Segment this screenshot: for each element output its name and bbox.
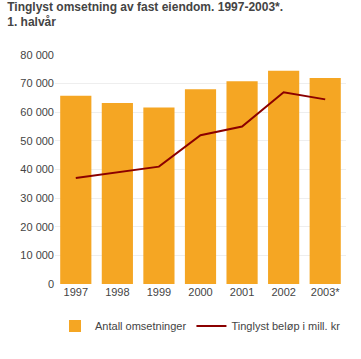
- svg-text:70 000: 70 000: [20, 77, 54, 89]
- svg-text:20 000: 20 000: [20, 221, 54, 233]
- svg-text:1999: 1999: [147, 286, 171, 298]
- svg-text:1997: 1997: [64, 286, 88, 298]
- svg-text:Tinglyst omsetning av fast eie: Tinglyst omsetning av fast eiendom. 1997…: [7, 0, 283, 29]
- svg-text:Tinglyst beløp i mill. kr: Tinglyst beløp i mill. kr: [231, 320, 340, 332]
- svg-text:60 000: 60 000: [20, 106, 54, 118]
- svg-text:2003*: 2003*: [311, 286, 340, 298]
- svg-text:40 000: 40 000: [20, 163, 54, 175]
- svg-text:10 000: 10 000: [20, 249, 54, 261]
- svg-text:2002: 2002: [271, 286, 295, 298]
- svg-text:80 000: 80 000: [20, 49, 54, 61]
- svg-text:1998: 1998: [105, 286, 129, 298]
- svg-text:30 000: 30 000: [20, 192, 54, 204]
- svg-text:2000: 2000: [188, 286, 212, 298]
- svg-text:50 000: 50 000: [20, 135, 54, 147]
- svg-text:2001: 2001: [230, 286, 254, 298]
- svg-text:0: 0: [48, 278, 54, 290]
- svg-text:Antall omsetninger: Antall omsetninger: [95, 320, 186, 332]
